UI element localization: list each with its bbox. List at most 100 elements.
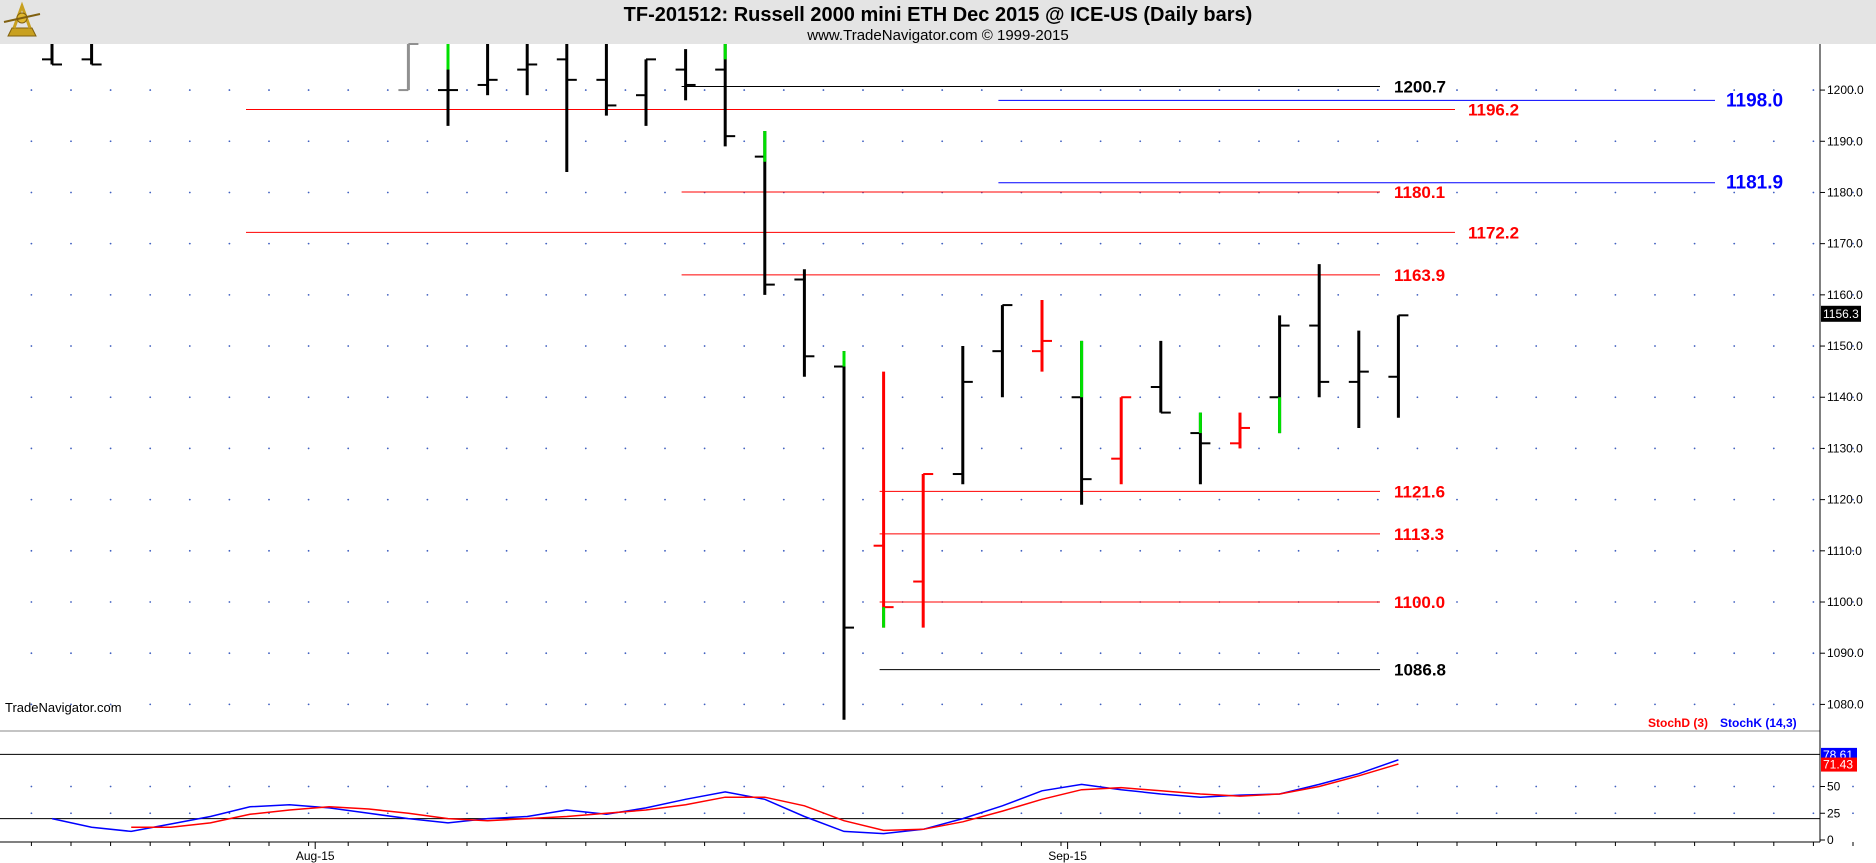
y-tick-label: 1200.0 — [1827, 83, 1864, 97]
y-tick-label: 1100.0 — [1827, 595, 1863, 609]
grid-dot — [822, 242, 825, 245]
grid-dot — [1178, 140, 1181, 143]
grid-dot — [307, 652, 310, 655]
grid-dot — [426, 140, 429, 143]
grid-dot — [466, 396, 468, 399]
grid-dot — [1178, 89, 1181, 91]
grid-dot — [505, 140, 508, 143]
grid-dot — [862, 89, 864, 91]
grid-dot — [347, 498, 350, 501]
grid-dot — [1574, 345, 1577, 347]
grid-dot — [822, 293, 825, 296]
price-panel: 1200.7 1196.2 1198.0 1181.9 1180.1 1172.2 1163… — [0, 43, 1864, 730]
grid-dot — [1416, 601, 1419, 603]
grid-dot — [30, 242, 33, 245]
grid-dot — [703, 396, 706, 399]
grid-dot — [624, 498, 627, 501]
grid-dot — [782, 396, 785, 399]
level-label: 1180.1 — [1394, 183, 1445, 202]
grid-dot — [822, 785, 825, 788]
grid-dot — [703, 785, 706, 788]
grid-dot — [1693, 652, 1696, 655]
grid-dot — [1852, 703, 1854, 706]
grid-dot — [624, 447, 627, 450]
grid-dot — [149, 242, 152, 245]
grid-dot — [70, 396, 72, 399]
grid-dot — [307, 549, 310, 552]
grid-dot — [1456, 293, 1458, 296]
grid-dot — [584, 498, 587, 501]
grid-dot — [1693, 785, 1696, 788]
grid-dot — [1614, 89, 1617, 91]
grid-dot — [862, 447, 864, 450]
grid-dot — [228, 396, 231, 399]
grid-dot — [70, 703, 72, 706]
y-tick-label: 1110.0 — [1827, 544, 1862, 558]
grid-dot — [30, 89, 33, 91]
grid-dot — [545, 345, 548, 347]
grid-dot — [426, 191, 429, 194]
grid-dot — [30, 447, 33, 450]
grid-dot — [1614, 396, 1617, 399]
grid-dot — [386, 191, 389, 194]
grid-dot — [1772, 191, 1775, 194]
grid-dot — [545, 396, 548, 399]
grid-dot — [980, 396, 983, 399]
grid-dot — [307, 89, 310, 91]
grid-dot — [347, 601, 350, 603]
grid-dot — [1693, 293, 1696, 296]
grid-dot — [901, 549, 904, 552]
grid-dot — [307, 601, 310, 603]
grid-dot — [70, 812, 72, 815]
grid-dot — [505, 345, 508, 347]
grid-dot — [1693, 703, 1696, 706]
grid-dot — [1654, 293, 1656, 296]
grid-dot — [1852, 549, 1854, 552]
grid-dot — [505, 601, 508, 603]
grid-dot — [862, 812, 864, 815]
grid-dot — [545, 242, 548, 245]
grid-dot — [1772, 447, 1775, 450]
grid-dot — [1574, 498, 1577, 501]
grid-dot — [1614, 785, 1617, 788]
grid-dot — [307, 140, 310, 143]
grid-dot — [624, 345, 627, 347]
grid-dot — [1060, 293, 1062, 296]
grid-dot — [1258, 345, 1260, 347]
grid-dot — [1535, 293, 1538, 296]
stoch-y-tick-label: 0 — [1827, 833, 1834, 847]
grid-dot — [30, 785, 33, 788]
grid-dot — [624, 242, 627, 245]
grid-dot — [664, 242, 666, 245]
grid-dot — [901, 652, 904, 655]
grid-dot — [307, 293, 310, 296]
grid-dot — [1258, 785, 1260, 788]
level-label: 1181.9 — [1726, 173, 1783, 194]
grid-dot — [466, 812, 468, 815]
grid-dot — [703, 242, 706, 245]
grid-dot — [1060, 549, 1062, 552]
grid-dot — [1812, 549, 1815, 552]
grid-dot — [862, 498, 864, 501]
grid-dot — [505, 703, 508, 706]
grid-dot — [1139, 396, 1142, 399]
grid-dot — [1178, 447, 1181, 450]
grid-dot — [1060, 396, 1062, 399]
grid-dot — [188, 549, 191, 552]
grid-dot — [822, 89, 825, 91]
grid-dot — [466, 191, 468, 194]
grid-dot — [109, 703, 112, 706]
grid-dot — [703, 549, 706, 552]
grid-dot — [1733, 191, 1736, 194]
grid-dot — [822, 601, 825, 603]
y-tick-label: 1180.0 — [1827, 185, 1863, 199]
grid-dot — [1733, 396, 1736, 399]
grid-dot — [268, 447, 270, 450]
grid-dot — [70, 293, 72, 296]
grid-dot — [30, 601, 33, 603]
grid-dot — [1218, 89, 1221, 91]
grid-dot — [1416, 242, 1419, 245]
y-tick-label: 1120.0 — [1827, 493, 1863, 507]
grid-dot — [1060, 703, 1062, 706]
